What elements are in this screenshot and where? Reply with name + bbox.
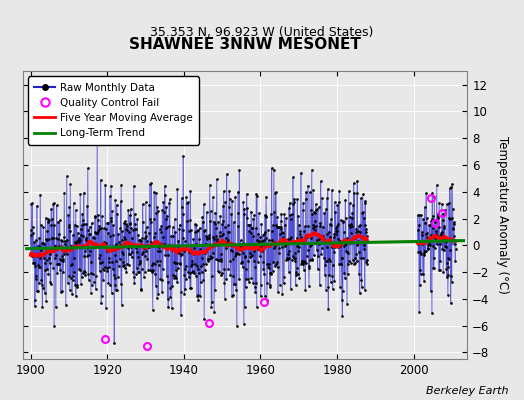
Title: SHAWNEE 3NNW MESONET: SHAWNEE 3NNW MESONET: [129, 37, 361, 52]
Legend: Raw Monthly Data, Quality Control Fail, Five Year Moving Average, Long-Term Tren: Raw Monthly Data, Quality Control Fail, …: [28, 76, 199, 144]
Text: Berkeley Earth: Berkeley Earth: [426, 386, 508, 396]
Text: 35.353 N, 96.923 W (United States): 35.353 N, 96.923 W (United States): [150, 26, 374, 39]
Y-axis label: Temperature Anomaly (°C): Temperature Anomaly (°C): [496, 136, 509, 294]
